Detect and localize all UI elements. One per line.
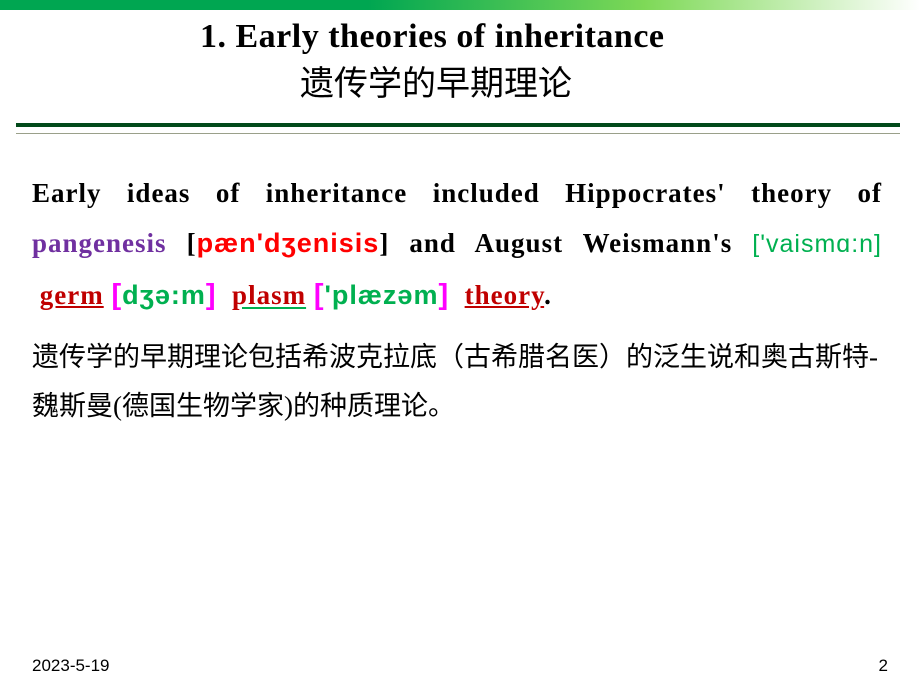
- chinese-paragraph: 遗传学的早期理论包括希波克拉底（古希腊名医）的泛生说和奥古斯特-魏斯曼(德国生物…: [32, 333, 882, 433]
- main-paragraph: Early ideas of inheritance included Hipp…: [32, 169, 882, 323]
- bracket-close-germ: ]: [206, 279, 217, 311]
- word-plasm: plasm: [232, 280, 306, 310]
- footer: 2023-5-19 2: [0, 656, 920, 676]
- word-theory: theory: [465, 280, 545, 310]
- word-pangenesis: pangenesis: [32, 228, 167, 258]
- bracket-close-1: ]: [379, 228, 389, 258]
- top-gradient-bar: [0, 0, 920, 10]
- horizontal-divider: [16, 123, 900, 127]
- footer-page-number: 2: [879, 656, 888, 676]
- ipa-weismann: ['vaismɑ:n]: [752, 230, 882, 258]
- ipa-germ: dʒə:m: [122, 280, 206, 310]
- bracket-open-1: [: [167, 228, 197, 258]
- footer-date: 2023-5-19: [32, 656, 110, 676]
- word-germ: germ: [40, 280, 104, 310]
- title-english: 1. Early theories of inheritance: [200, 18, 920, 56]
- text-and-august: and August Weismann's: [389, 228, 752, 258]
- title-chinese: 遗传学的早期理论: [300, 56, 920, 105]
- ipa-plasm: 'plæzəm: [325, 280, 439, 310]
- period: .: [544, 280, 552, 310]
- bracket-open-germ: [: [111, 279, 122, 311]
- text-lead: Early ideas of inheritance included Hipp…: [32, 178, 882, 208]
- bracket-close-plasm: ]: [438, 279, 449, 311]
- ipa-pangenesis: pæn'dʒenisis: [197, 228, 380, 258]
- bracket-open-plasm: [: [314, 279, 325, 311]
- title-block: 1. Early theories of inheritance 遗传学的早期理…: [0, 18, 920, 105]
